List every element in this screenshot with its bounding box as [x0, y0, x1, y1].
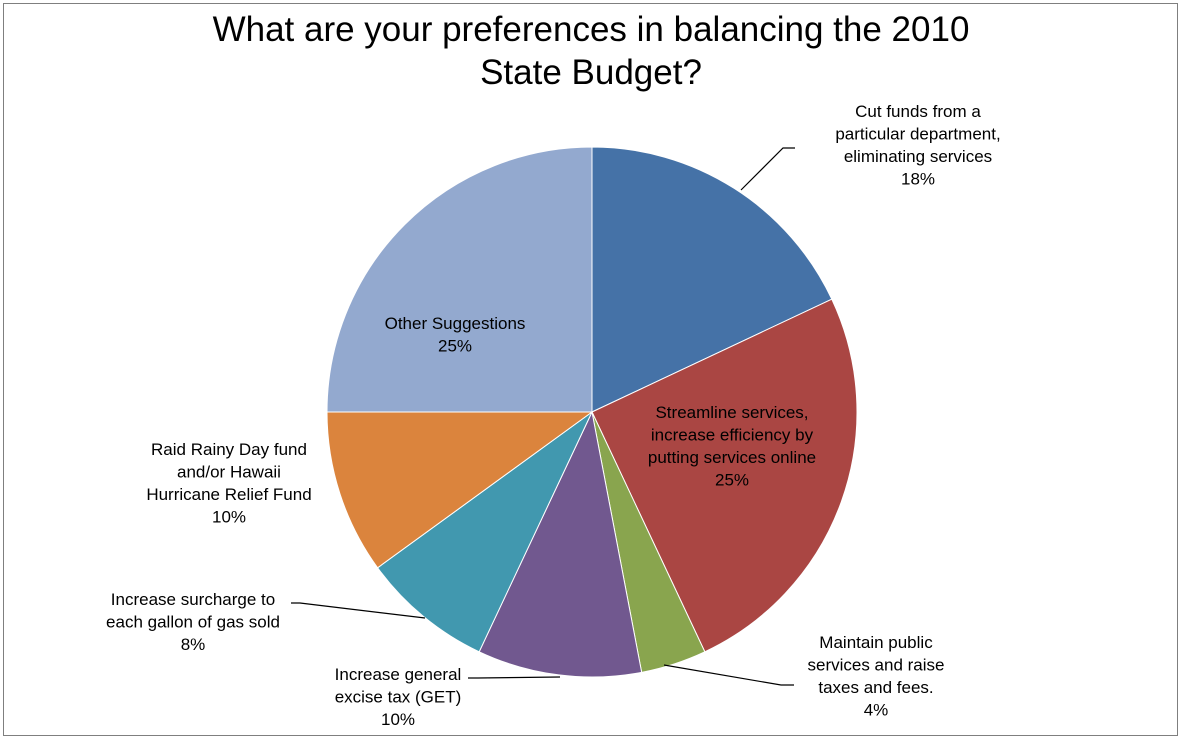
- slice-pct-0: 18%: [901, 170, 935, 189]
- slice-label-line-0-2: eliminating services: [844, 147, 992, 166]
- slice-label-2: Maintain public services and raise taxes a…: [807, 633, 944, 720]
- slice-label-4: Increase surcharge to each gallon of gas …: [106, 590, 280, 654]
- slice-pct-3: 10%: [381, 710, 415, 729]
- slice-label-0: Cut funds from a particular department, el…: [835, 102, 1000, 189]
- slice-label-line-0-0: Cut funds from a: [855, 102, 981, 121]
- slice-label-line-1-0: Streamline services,: [655, 403, 808, 422]
- pie-slice-3: [478, 410, 643, 678]
- slice-label-line-6-0: Other Suggestions: [385, 314, 526, 333]
- slice-label-line-4-1: each gallon of gas sold: [106, 613, 280, 632]
- leader-line-2: [663, 664, 794, 686]
- leader-line-3: [468, 676, 561, 679]
- slice-label-line-5-0: Raid Rainy Day fund: [151, 440, 307, 459]
- pie-slice-4: [376, 411, 593, 653]
- slice-label-line-0-1: particular department,: [835, 125, 1000, 144]
- leader-line-0: [740, 147, 795, 191]
- slice-label-line-1-1: increase efficiency by: [651, 426, 814, 445]
- pie-slice-6: [326, 146, 593, 413]
- pie-slice-0: [591, 146, 833, 413]
- slice-label-line-2-0: Maintain public: [819, 633, 933, 652]
- chart-title-line-2: State Budget?: [480, 53, 702, 92]
- pie-slice-5: [326, 411, 594, 569]
- slice-labels: Cut funds from a particular department, el…: [106, 102, 1001, 729]
- slice-label-line-5-2: Hurricane Relief Fund: [146, 485, 311, 504]
- slice-label-line-2-2: taxes and fees.: [818, 678, 933, 697]
- slice-label-line-5-1: and/or Hawaii: [177, 463, 281, 482]
- slice-pct-1: 25%: [715, 471, 749, 490]
- slice-pct-2: 4%: [864, 701, 889, 720]
- slice-label-line-4-0: Increase surcharge to: [111, 590, 275, 609]
- slice-label-line-1-2: putting services online: [648, 448, 816, 467]
- slice-label-3: Increase general excise tax (GET) 10%: [335, 665, 462, 729]
- slice-label-line-3-1: excise tax (GET): [335, 688, 462, 707]
- slice-label-line-3-0: Increase general: [335, 665, 462, 684]
- slice-pct-5: 10%: [212, 508, 246, 527]
- chart-title: What are your preferences in balancing t…: [0, 8, 1182, 94]
- leader-line-4: [291, 602, 426, 619]
- slice-label-line-2-1: services and raise: [807, 656, 944, 675]
- pie-slices: [326, 146, 858, 678]
- slice-pct-6: 25%: [438, 337, 472, 356]
- slice-pct-4: 8%: [181, 635, 206, 654]
- slice-label-5: Raid Rainy Day fund and/or Hawaii Hurrican…: [146, 440, 311, 527]
- chart-title-line-1: What are your preferences in balancing t…: [212, 10, 970, 49]
- leader-lines: [291, 147, 795, 686]
- slice-label-6: Other Suggestions 25%: [385, 314, 526, 356]
- slice-label-1: Streamline services, increase efficiency …: [648, 403, 816, 490]
- pie-slice-1: [591, 298, 858, 653]
